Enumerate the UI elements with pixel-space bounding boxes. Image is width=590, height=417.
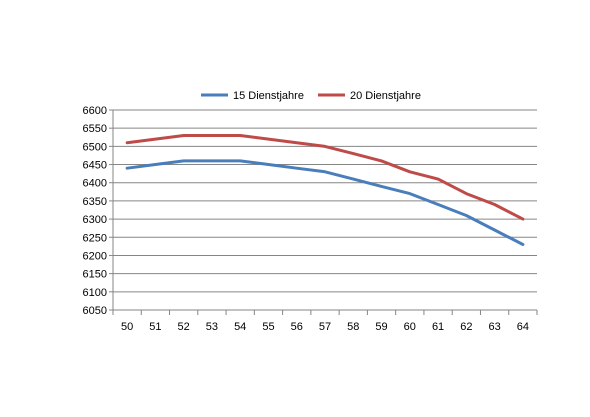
y-tick-label: 6350 [83,196,107,208]
x-tick-label: 58 [347,321,359,333]
x-tick-label: 51 [149,321,161,333]
series-line [125,159,525,246]
y-tick-label: 6500 [83,141,107,153]
y-tick-label: 6400 [83,178,107,190]
x-tick-label: 52 [178,321,190,333]
y-tick-label: 6250 [83,232,107,244]
y-tick-label: 6100 [83,287,107,299]
legend-label: 15 Dienstjahre [233,90,304,102]
axes [109,109,538,315]
y-tick-label: 6300 [83,214,107,226]
x-tick-label: 64 [517,321,529,333]
legend: 15 Dienstjahre 20 Dienstjahre [201,90,421,102]
x-axis-ticks: 50 51 52 53 54 55 56 57 58 59 60 61 62 63 64 [121,321,529,333]
y-axis-ticks: 6050 6100 6150 6200 6250 6300 6350 6400 6450 6500… [83,105,107,317]
x-tick-label: 63 [488,321,500,333]
x-tick-label: 57 [319,321,331,333]
y-tick-label: 6050 [83,305,107,317]
legend-label: 20 Dienstjahre [350,90,421,102]
x-tick-label: 59 [375,321,387,333]
x-tick-label: 50 [121,321,133,333]
y-tick-label: 6450 [83,160,107,172]
x-tick-label: 53 [206,321,218,333]
y-tick-label: 6550 [83,123,107,135]
x-tick-label: 60 [404,321,416,333]
series-lines [125,134,525,246]
series-line [125,134,525,221]
y-tick-label: 6600 [83,105,107,117]
x-tick-label: 56 [291,321,303,333]
x-tick-label: 62 [460,321,472,333]
y-tick-label: 6200 [83,250,107,262]
x-tick-label: 54 [234,321,246,333]
x-tick-label: 61 [432,321,444,333]
x-tick-label: 55 [262,321,274,333]
y-tick-label: 6150 [83,269,107,281]
